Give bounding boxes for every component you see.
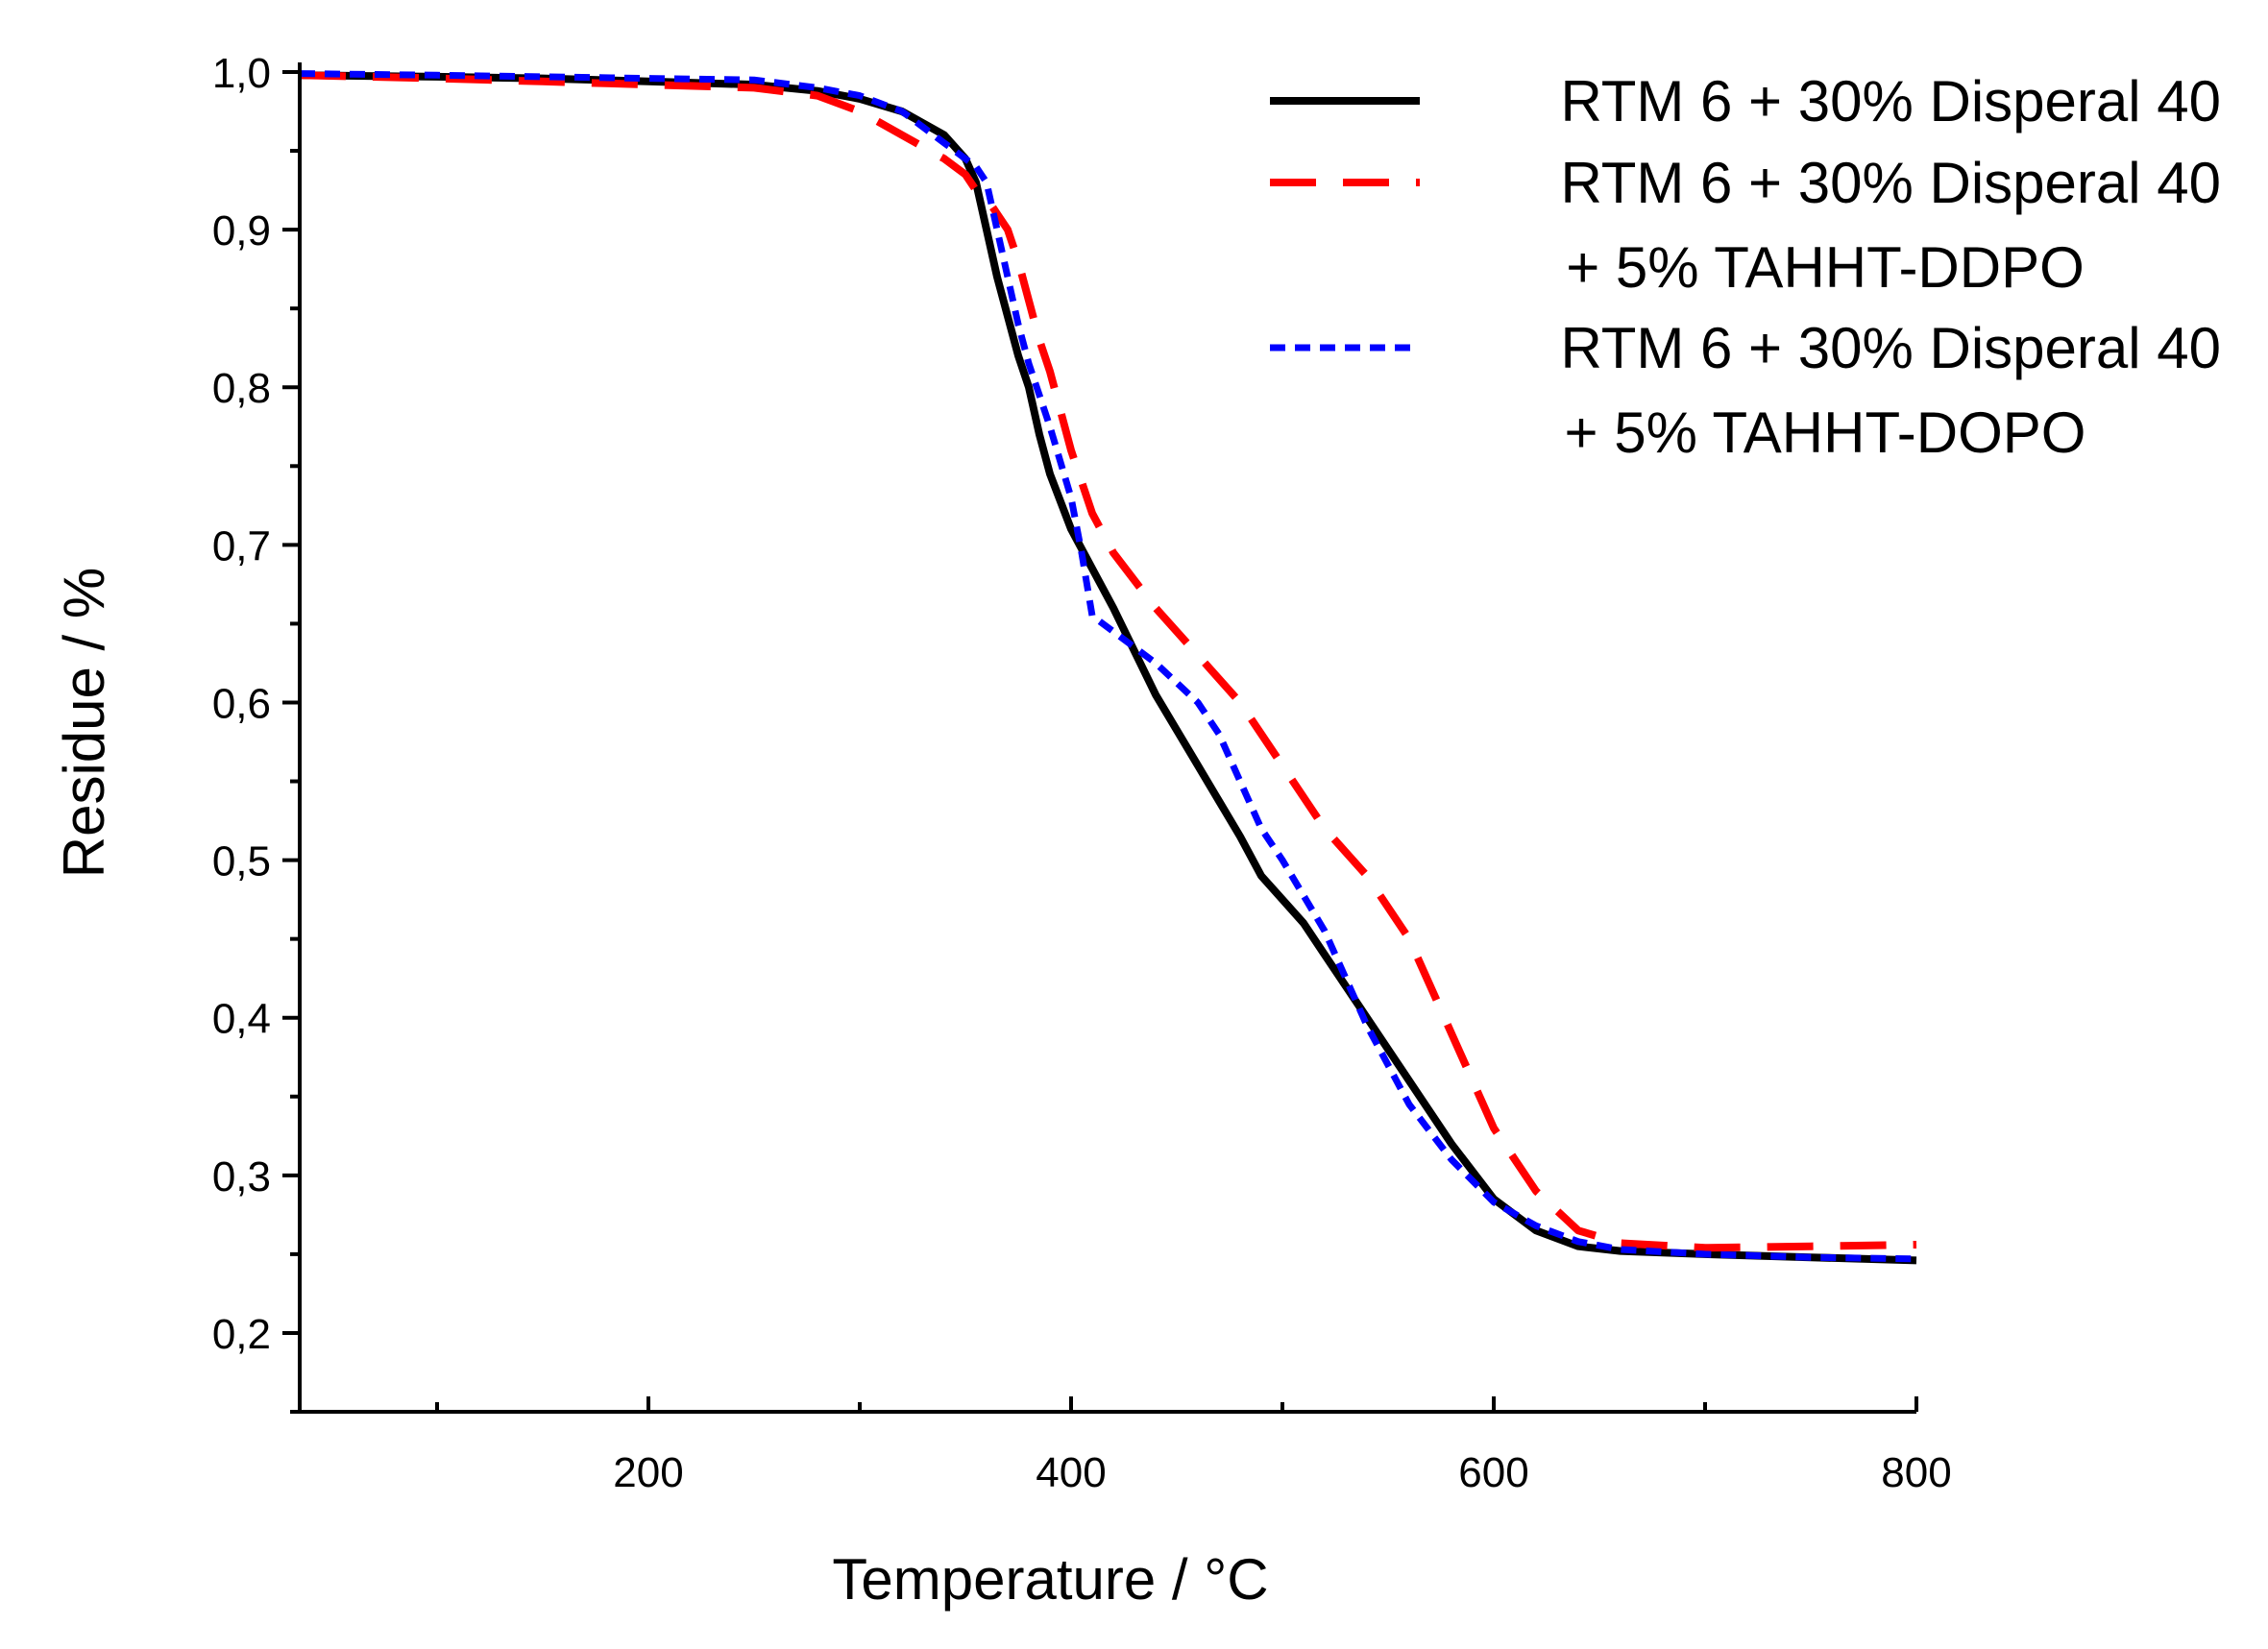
x-tick-label: 800 bbox=[1881, 1449, 1951, 1496]
x-axis-title: Temperature / °C bbox=[832, 1547, 1268, 1612]
y-tick-label: 1,0 bbox=[212, 50, 271, 97]
legend-label-3-line2: + 5% TAHHT-DOPO bbox=[1565, 400, 2086, 465]
series-lines bbox=[299, 70, 1917, 1265]
y-tick-label: 0,9 bbox=[212, 207, 271, 255]
x-tick-label: 400 bbox=[1036, 1449, 1106, 1496]
series-line-3 bbox=[299, 70, 1917, 1263]
series-line-1 bbox=[299, 71, 1917, 1265]
legend-label-3: RTM 6 + 30% Disperal 40 bbox=[1560, 316, 2221, 380]
y-tick-label: 0,8 bbox=[212, 365, 271, 412]
y-tick-label: 0,4 bbox=[212, 996, 271, 1043]
legend-label-2: RTM 6 + 30% Disperal 40 bbox=[1560, 151, 2221, 215]
legend-label-1: RTM 6 + 30% Disperal 40 bbox=[1560, 69, 2221, 133]
x-tick-label: 200 bbox=[613, 1449, 683, 1496]
y-tick-label: 0,7 bbox=[212, 522, 271, 570]
legend: RTM 6 + 30% Disperal 40 RTM 6 + 30% Dispe… bbox=[1270, 69, 2221, 465]
y-axis-title: Residue / % bbox=[52, 568, 116, 879]
y-tick-label: 0,6 bbox=[212, 680, 271, 727]
series-line-2 bbox=[299, 71, 1917, 1252]
y-tick-label: 0,2 bbox=[212, 1311, 271, 1358]
x-tick-label: 600 bbox=[1458, 1449, 1528, 1496]
y-tick-label: 0,3 bbox=[212, 1153, 271, 1200]
legend-label-2-line2: + 5% TAHHT-DDPO bbox=[1566, 235, 2085, 300]
axes: 200 400 600 800 0,2 0,3 0,4 0,5 0,6 0,7 0,8 0,9 1,0 bbox=[212, 50, 1952, 1496]
y-tick-label: 0,5 bbox=[212, 838, 271, 885]
